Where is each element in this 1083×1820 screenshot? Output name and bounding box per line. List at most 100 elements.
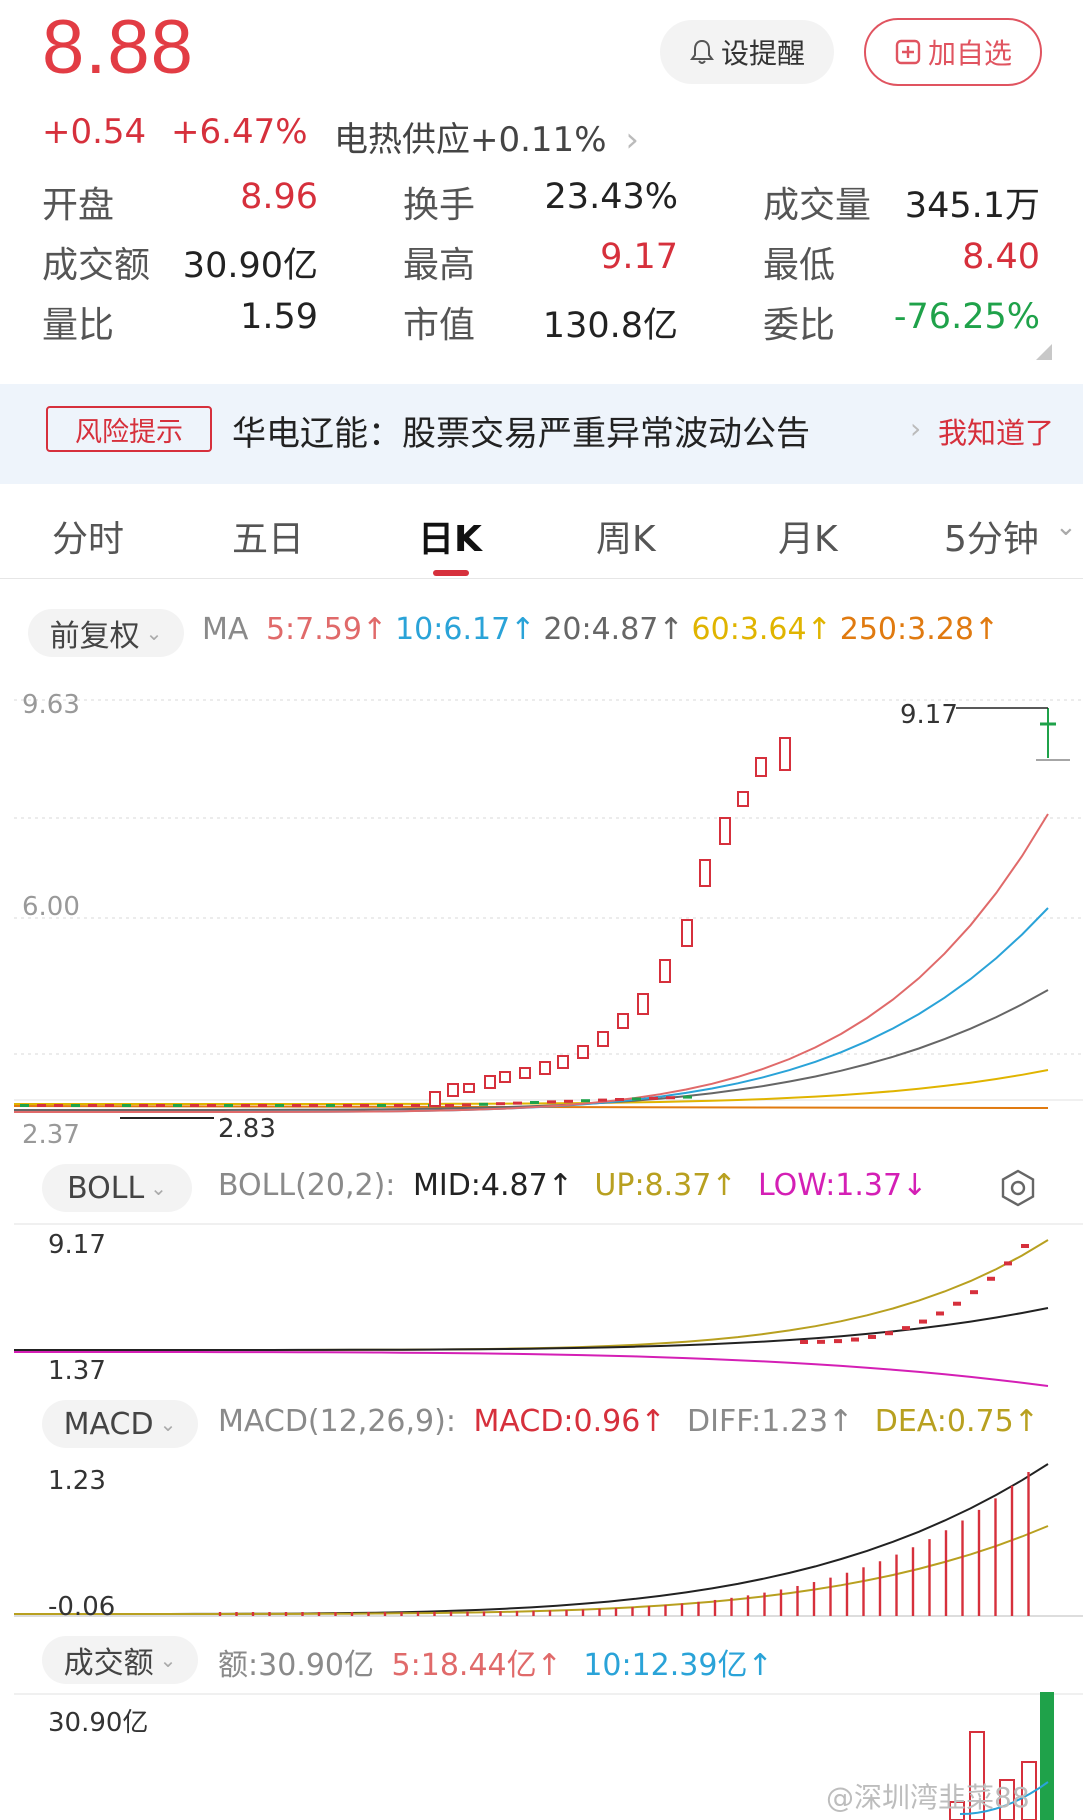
candle [499, 1071, 511, 1083]
set-alert-label: 设提醒 [720, 37, 805, 70]
chevron-down-icon: ⌄ [159, 1648, 177, 1672]
stat-value: 23.43% [544, 177, 678, 217]
macd-selector[interactable]: MACD ⌄ [42, 1400, 198, 1448]
candle [577, 1045, 589, 1059]
tab-4[interactable]: 月K [778, 519, 838, 560]
candle [447, 1083, 459, 1097]
candle [463, 1083, 475, 1093]
volume-amount: 额:30.90亿 [218, 1648, 374, 1683]
macd-y-max: 1.23 [48, 1466, 106, 1496]
boll-candle [970, 1290, 978, 1295]
boll-candle [834, 1339, 842, 1344]
tab-5[interactable]: 5分钟 [944, 519, 1039, 560]
boll-legend: BOLL(20,2): MID:4.87↑ UP:8.37↑ LOW:1.37↓ [218, 1168, 927, 1203]
candle [377, 1104, 386, 1107]
candle [71, 1104, 80, 1107]
plus-square-icon [895, 39, 921, 65]
expand-corner-icon[interactable] [1036, 344, 1052, 360]
candle [326, 1104, 335, 1107]
settings-gear-icon[interactable] [998, 1168, 1038, 1208]
boll-y-min: 1.37 [48, 1356, 106, 1386]
candle [547, 1100, 556, 1104]
kline-y-max: 9.63 [22, 690, 80, 720]
add-watchlist-button[interactable]: 加自选 [864, 18, 1042, 86]
tab-2[interactable]: 日K [418, 519, 482, 560]
sector-change: 电热供应+0.11% [334, 120, 607, 160]
volume-chart[interactable] [0, 1692, 1083, 1820]
candle [224, 1104, 233, 1107]
ma10-line [14, 907, 1049, 1113]
chevron-down-icon: ⌄ [145, 621, 163, 645]
volume-ma10-line [959, 1781, 1049, 1815]
set-alert-button[interactable]: 设提醒 [660, 20, 834, 84]
low-price-marker: 2.83 [218, 1114, 276, 1144]
candle [597, 1031, 609, 1047]
candle [530, 1101, 539, 1104]
macd-legend: MACD(12,26,9): MACD:0.96↑ DIFF:1.23↑ DEA… [218, 1404, 1039, 1439]
boll-up: UP:8.37↑ [594, 1168, 737, 1203]
candle [394, 1104, 403, 1107]
tab-3[interactable]: 周K [596, 519, 656, 560]
stat-value: -76.25% [893, 297, 1040, 337]
boll-candle [987, 1276, 995, 1281]
candle [637, 993, 649, 1015]
add-watchlist-label: 加自选 [927, 37, 1012, 70]
stat-label: 开盘 [42, 185, 115, 226]
risk-notice-text[interactable]: 华电辽能：股票交易严重异常波动公告 [232, 414, 810, 454]
tab-1[interactable]: 五日 [232, 519, 305, 560]
chevron-down-icon[interactable]: ⌄ [1055, 512, 1077, 542]
boll-y-max: 9.17 [48, 1230, 106, 1260]
dismiss-risk-button[interactable]: 我知道了 [938, 416, 1055, 450]
candle [632, 1097, 641, 1101]
candle [275, 1104, 284, 1107]
candle [88, 1104, 97, 1107]
boll-candle [885, 1331, 893, 1336]
boll-candle [851, 1337, 859, 1342]
stat-label: 成交量 [763, 185, 872, 226]
stat-value: 130.8亿 [542, 306, 678, 346]
ma-value: 10:6.17↑ [395, 612, 536, 647]
macd-chart[interactable] [0, 1456, 1083, 1626]
candle [615, 1098, 624, 1101]
candle [513, 1101, 522, 1105]
diff-value: DIFF:1.23↑ [687, 1404, 854, 1439]
tab-0[interactable]: 分时 [52, 519, 125, 560]
ma-value: 5:7.59↑ [265, 612, 388, 647]
watermark: @深圳湾韭菜88 [826, 1781, 1030, 1814]
boll-chart[interactable] [0, 1222, 1083, 1390]
kline-chart[interactable] [0, 680, 1083, 1150]
candle [207, 1104, 216, 1107]
boll-selector[interactable]: BOLL ⌄ [42, 1164, 192, 1212]
candle [649, 1096, 658, 1100]
volume-selector[interactable]: 成交额 ⌄ [42, 1636, 198, 1684]
candle [598, 1098, 607, 1102]
volume-bar [999, 1779, 1015, 1820]
boll-candle [800, 1340, 808, 1344]
kline-y-mid: 6.00 [22, 892, 80, 922]
divider [0, 578, 1083, 579]
stat-label: 量比 [42, 305, 115, 346]
stat-label: 委比 [763, 305, 836, 346]
sector-link[interactable]: 电热供应+0.11% › [334, 112, 639, 161]
candle [496, 1102, 505, 1106]
candle [581, 1099, 590, 1103]
volume-bar [969, 1731, 985, 1820]
volume-bar [1040, 1692, 1054, 1820]
adjust-selector[interactable]: 前复权 ⌄ [28, 609, 184, 657]
active-tab-indicator [433, 570, 469, 576]
price-change: +0.54 +6.47% [42, 112, 308, 152]
boll-mid-line [14, 1307, 1049, 1351]
candle [755, 757, 767, 777]
stat-label: 最低 [763, 245, 836, 286]
boll-candle [936, 1311, 944, 1316]
candle [484, 1075, 496, 1089]
volume-ma10: 10:12.39亿↑ [583, 1648, 773, 1683]
candle [309, 1104, 318, 1107]
stat-value: 1.59 [240, 297, 318, 337]
macd-y-min: -0.06 [48, 1592, 116, 1622]
candle [54, 1104, 63, 1107]
adjust-label: 前复权 [49, 619, 140, 654]
ma-value: 20:4.87↑ [543, 612, 684, 647]
candle [105, 1104, 114, 1107]
stat-value: 345.1万 [904, 186, 1040, 226]
